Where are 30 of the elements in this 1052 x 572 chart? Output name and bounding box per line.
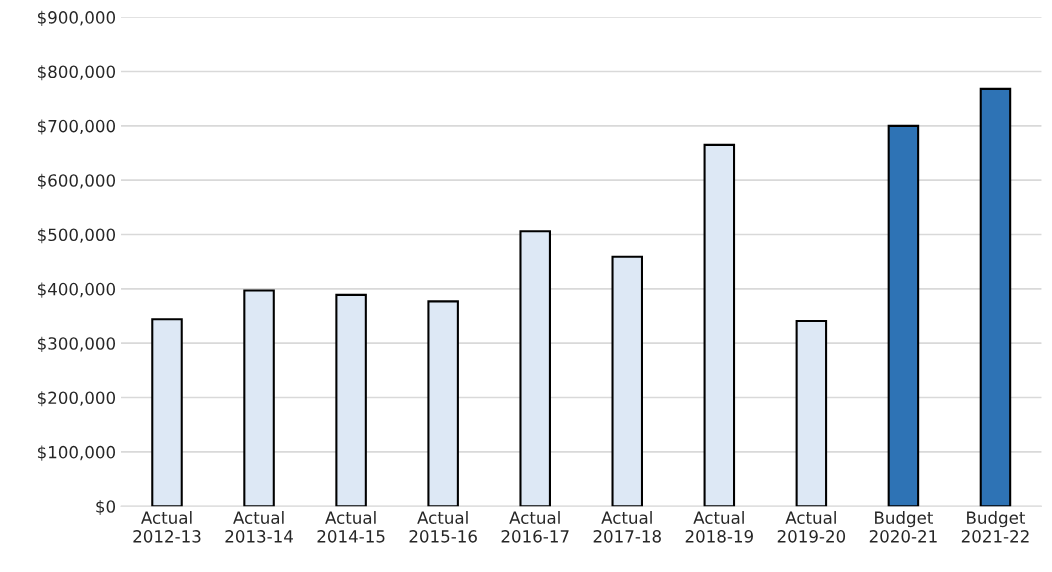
y-tick-label: $400,000 (37, 282, 116, 298)
bar (795, 319, 828, 507)
bar (887, 124, 920, 507)
y-tick-label: $700,000 (37, 119, 116, 135)
y-tick-label: $800,000 (37, 65, 116, 81)
x-tick-label: Actual 2019-20 (777, 511, 846, 543)
x-tick-label: Budget 2021-22 (961, 511, 1029, 543)
bar (243, 289, 275, 507)
bar (335, 293, 367, 507)
x-tick-label: Actual 2013-14 (225, 511, 293, 543)
y-tick-label: $100,000 (37, 445, 116, 461)
x-tick-label: Actual 2016-17 (501, 511, 569, 543)
x-tick-label: Actual 2015-16 (409, 511, 477, 543)
x-tick-label: Actual 2012-13 (133, 511, 201, 543)
bar (611, 255, 644, 507)
y-tick-label: $200,000 (37, 391, 116, 407)
y-tick-label: $0 (96, 499, 116, 515)
y-tick-label: $500,000 (37, 228, 116, 244)
y-tick-label: $600,000 (37, 173, 116, 189)
x-tick-label: Actual 2017-18 (593, 511, 661, 543)
bar (519, 230, 551, 507)
x-tick-label: Actual 2014-15 (317, 511, 385, 543)
y-tick-label: $900,000 (37, 10, 116, 26)
bar (427, 300, 459, 507)
y-tick-label: $300,000 (37, 336, 116, 352)
bar (979, 87, 1012, 507)
x-tick-label: Budget 2020-21 (869, 511, 937, 543)
bar (151, 318, 183, 507)
x-tick-label: Actual 2018-19 (685, 511, 753, 543)
bar (703, 143, 736, 507)
